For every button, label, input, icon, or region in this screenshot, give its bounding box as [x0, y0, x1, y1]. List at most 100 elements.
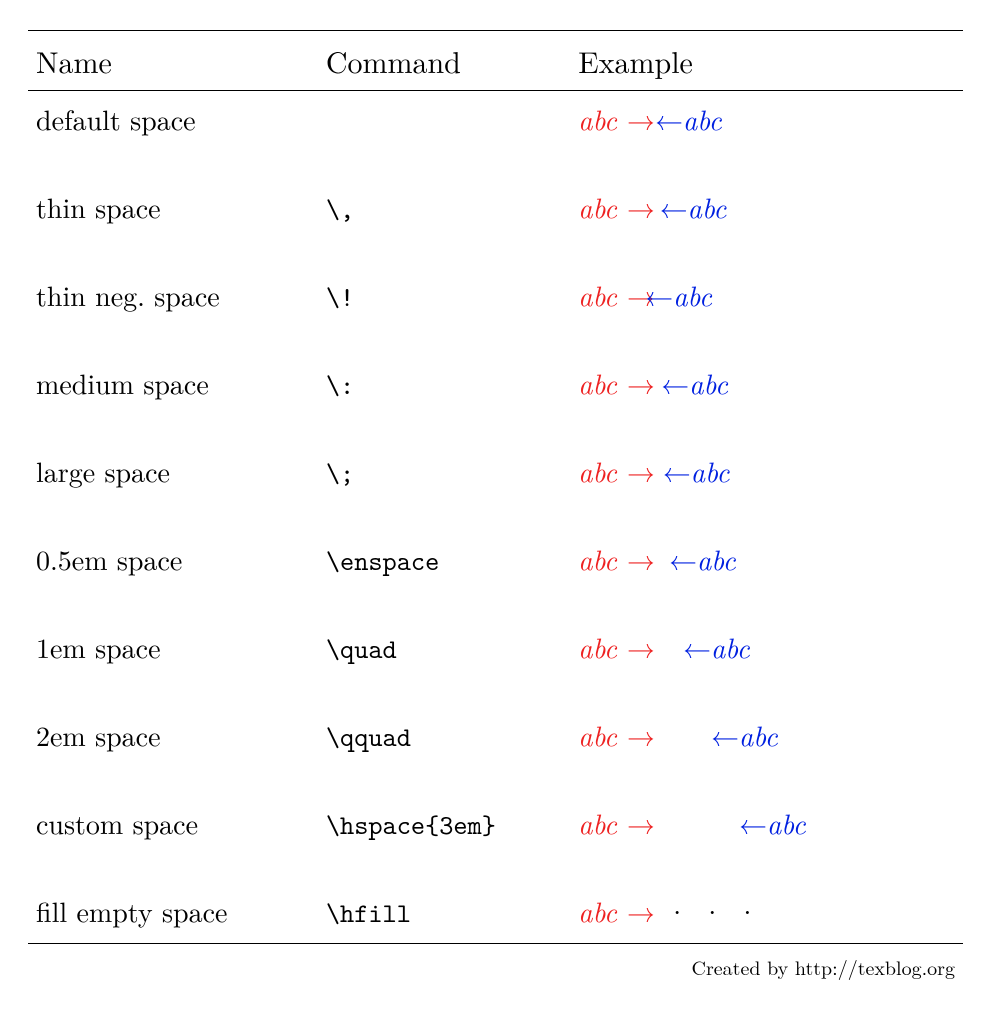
example-right-text: abc [688, 187, 727, 227]
arrow-right-icon: → [627, 451, 655, 491]
example-left-text: abc [578, 891, 627, 931]
table-row: thin neg. space\! abc →←abc [28, 263, 963, 351]
row-example: abc →←abc [570, 351, 963, 439]
example-expr: abc →←abc [578, 187, 726, 227]
row-example: abc →←abc [570, 439, 963, 527]
arrow-right-icon: → [627, 187, 655, 227]
space-gap [655, 481, 663, 482]
column-header-example: Example [570, 31, 963, 91]
table-row: default spaceabc →←abc [28, 91, 963, 176]
row-command: \; [318, 439, 570, 527]
example-right-text: abc [767, 803, 806, 843]
example-left-text: abc [578, 627, 627, 667]
row-example: abc →←abc [570, 527, 963, 615]
example-right-text: abc [683, 99, 722, 139]
row-example: abc →←abc [570, 703, 963, 791]
row-example: abc →←abc [570, 91, 963, 176]
row-command: \: [318, 351, 570, 439]
row-example: abc →←abc [570, 175, 963, 263]
row-name: large space [28, 439, 318, 527]
arrow-left-icon: ← [711, 715, 739, 755]
row-name: fill empty space [28, 879, 318, 944]
example-expr: abc →←abc [578, 803, 805, 843]
space-gap [655, 657, 683, 658]
arrow-right-icon: → [627, 627, 655, 667]
example-left-text: abc [578, 363, 627, 403]
arrow-left-icon: ← [663, 451, 691, 491]
example-left-text: abc [578, 715, 627, 755]
arrow-left-icon: ← [739, 803, 767, 843]
command-code: \, [326, 191, 354, 227]
row-command: \qquad [318, 703, 570, 791]
row-command: \! [318, 263, 570, 351]
column-header-name: Name [28, 31, 318, 91]
row-command: \hspace{3em} [318, 791, 570, 879]
row-name: 1em space [28, 615, 318, 703]
table-row: 2em space\qquadabc →←abc [28, 703, 963, 791]
arrow-left-icon: ← [660, 187, 688, 227]
example-expr: abc →←abc [578, 715, 777, 755]
example-expr: abc →←abc [578, 539, 735, 579]
table-row: medium space\: abc →←abc [28, 351, 963, 439]
example-expr: abc →←abc [578, 627, 749, 667]
row-name: 0.5em space [28, 527, 318, 615]
arrow-right-icon: → [627, 539, 655, 579]
example-right-text: abc [673, 275, 712, 315]
arrow-right-icon: → [627, 715, 655, 755]
table-row: large space\;abc →←abc [28, 439, 963, 527]
command-code: \quad [326, 631, 397, 667]
example-left-text: abc [578, 451, 627, 491]
credit-prefix: Created by [692, 952, 795, 981]
row-example: abc → · · · [570, 879, 963, 944]
command-code: \: [326, 367, 354, 403]
row-command: \hfill [318, 879, 570, 944]
row-command: \enspace [318, 527, 570, 615]
row-example: abc →←abc [570, 263, 963, 351]
row-example: abc →←abc [570, 791, 963, 879]
row-name: default space [28, 91, 318, 176]
example-left-text: abc [578, 187, 627, 227]
spacing-table: Name Command Example default spaceabc →←… [28, 30, 963, 944]
arrow-left-icon: ← [645, 275, 673, 315]
column-header-command: Command [318, 31, 570, 91]
space-gap [655, 833, 739, 834]
command-code: \hspace{3em} [326, 807, 496, 843]
table-row: 1em space\quad abc →←abc [28, 615, 963, 703]
space-gap [655, 569, 669, 570]
row-name: custom space [28, 791, 318, 879]
row-example: abc →←abc [570, 615, 963, 703]
arrow-right-icon: → [627, 891, 655, 931]
example-right-text: abc [689, 363, 728, 403]
table-row: 0.5em space\enspaceabc →←abc [28, 527, 963, 615]
example-expr: abc →←abc [578, 451, 729, 491]
example-left-text: abc [578, 275, 627, 315]
example-left-text: abc [578, 99, 627, 139]
row-name: thin space [28, 175, 318, 263]
table-row: fill empty space\hfill abc → · · · [28, 879, 963, 944]
example-right-text: abc [697, 539, 736, 579]
table-row: thin space\,abc →←abc [28, 175, 963, 263]
fill-dots: · · · [655, 891, 760, 931]
credit-line: Created by http://texblog.org [28, 944, 963, 981]
arrow-right-icon: → [627, 363, 655, 403]
example-left-text: abc [578, 539, 627, 579]
row-name: medium space [28, 351, 318, 439]
arrow-left-icon: ← [669, 539, 697, 579]
example-expr: abc →←abc [578, 275, 712, 315]
command-code: \enspace [326, 543, 439, 579]
row-command: \quad [318, 615, 570, 703]
row-name: thin neg. space [28, 263, 318, 351]
example-expr: abc →←abc [578, 99, 721, 139]
credit-url: http://texblog.org [795, 952, 955, 981]
arrow-right-icon: → [627, 99, 655, 139]
example-expr: abc → · · · [578, 891, 760, 931]
arrow-left-icon: ← [655, 99, 683, 139]
command-code: \hfill [326, 895, 411, 931]
table-header: Name Command Example [28, 31, 963, 91]
row-command [318, 91, 570, 176]
row-command: \, [318, 175, 570, 263]
space-gap [655, 745, 711, 746]
example-right-text: abc [691, 451, 730, 491]
example-left-text: abc [578, 803, 627, 843]
command-code: \! [326, 279, 354, 315]
